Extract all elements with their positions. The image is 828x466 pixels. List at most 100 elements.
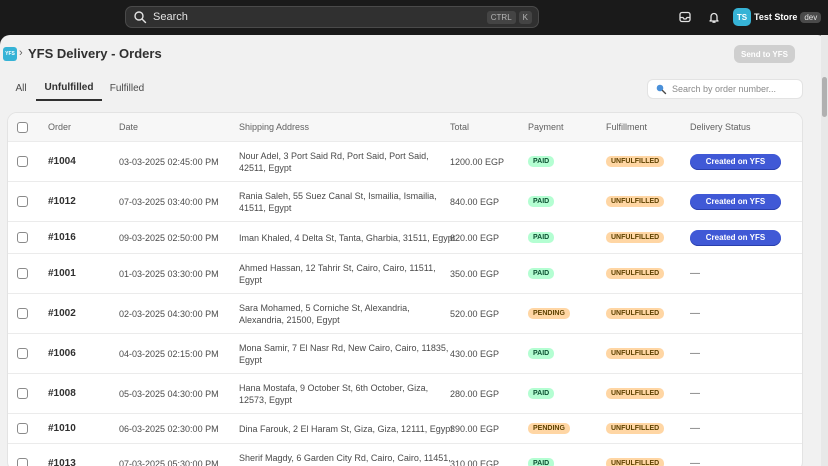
- table-row[interactable]: #1008 05-03-2025 04:30:00 PM Hana Mostaf…: [8, 374, 802, 414]
- yfs-app-icon[interactable]: YFS: [3, 47, 17, 61]
- shipping-address: Sherif Magdy, 6 Garden City Rd, Cairo, C…: [239, 452, 451, 466]
- order-total: 840.00 EGP: [450, 196, 500, 207]
- bell-icon[interactable]: [707, 10, 721, 24]
- row-checkbox[interactable]: [17, 182, 28, 221]
- table-row[interactable]: #1016 09-03-2025 02:50:00 PM Iman Khaled…: [8, 222, 802, 254]
- order-date: 03-03-2025 02:45:00 PM: [119, 156, 219, 167]
- search-icon: [133, 10, 147, 24]
- order-number[interactable]: #1013: [48, 458, 76, 466]
- payment-status-badge: PAID: [528, 268, 555, 279]
- row-checkbox[interactable]: [17, 294, 28, 333]
- order-number[interactable]: #1012: [48, 196, 76, 207]
- column-header-order[interactable]: Order: [48, 122, 72, 132]
- fulfillment-status-badge: UNFULFILLED: [606, 232, 665, 243]
- column-header-delivery-status[interactable]: Delivery Status: [690, 122, 751, 132]
- payment-status-badge: PENDING: [528, 308, 570, 319]
- created-on-yfs-button[interactable]: Created on YFS: [690, 229, 781, 246]
- order-date: 06-03-2025 02:30:00 PM: [119, 423, 219, 434]
- table-row[interactable]: #1001 01-03-2025 03:30:00 PM Ahmed Hassa…: [8, 254, 802, 294]
- table-row[interactable]: #1012 07-03-2025 03:40:00 PM Rania Saleh…: [8, 182, 802, 222]
- tab-fulfilled[interactable]: Fulfilled: [109, 82, 145, 94]
- table-row[interactable]: #1010 06-03-2025 02:30:00 PM Dina Farouk…: [8, 414, 802, 444]
- order-date: 07-03-2025 03:40:00 PM: [119, 196, 219, 207]
- order-date: 07-03-2025 05:30:00 PM: [119, 458, 219, 466]
- row-checkbox[interactable]: [17, 414, 28, 443]
- tab-unfulfilled[interactable]: Unfulfilled: [36, 75, 102, 101]
- column-header-total[interactable]: Total: [450, 122, 470, 132]
- orders-table: Order Date Shipping Address Total Paymen…: [7, 112, 803, 466]
- row-checkbox[interactable]: [17, 142, 28, 181]
- delivery-status-empty: —: [690, 308, 700, 319]
- fulfillment-status-badge: UNFULFILLED: [606, 268, 665, 279]
- delivery-status-empty: —: [690, 388, 700, 399]
- payment-status-badge: PAID: [528, 156, 555, 167]
- created-on-yfs-button[interactable]: Created on YFS: [690, 153, 781, 170]
- breadcrumb-chevron-icon: ›: [19, 47, 23, 59]
- row-checkbox[interactable]: [17, 334, 28, 373]
- fulfillment-status-badge: UNFULFILLED: [606, 458, 665, 466]
- shipping-address: Hana Mostafa, 9 October St, 6th October,…: [239, 382, 429, 405]
- column-header-payment[interactable]: Payment: [528, 122, 564, 132]
- shortcut-key-k: K: [518, 10, 532, 24]
- order-total: 280.00 EGP: [450, 388, 500, 399]
- store-env-badge: dev: [800, 11, 822, 23]
- delivery-status-empty: —: [690, 458, 700, 466]
- tab-all[interactable]: All: [15, 82, 27, 94]
- order-number[interactable]: #1010: [48, 423, 76, 434]
- fulfillment-status-badge: UNFULFILLED: [606, 308, 665, 319]
- fulfillment-status-badge: UNFULFILLED: [606, 196, 665, 207]
- shipping-address: Sara Mohamed, 5 Corniche St, Alexandria,…: [239, 302, 410, 325]
- order-number[interactable]: #1008: [48, 388, 76, 399]
- order-total: 430.00 EGP: [450, 348, 500, 359]
- store-switcher[interactable]: TS Test Store dev: [733, 8, 822, 26]
- shipping-address: Iman Khaled, 4 Delta St, Tanta, Gharbia,…: [239, 232, 456, 243]
- top-bar: Search CTRL K TS Test Store dev: [0, 0, 828, 35]
- row-checkbox[interactable]: [17, 254, 28, 293]
- fulfillment-status-badge: UNFULFILLED: [606, 348, 665, 359]
- inbox-icon[interactable]: [678, 10, 692, 24]
- payment-status-badge: PENDING: [528, 423, 570, 434]
- order-number[interactable]: #1002: [48, 308, 76, 319]
- order-number[interactable]: #1004: [48, 156, 76, 167]
- shortcut-key-ctrl: CTRL: [486, 10, 516, 24]
- row-checkbox[interactable]: [17, 374, 28, 413]
- table-header-row: Order Date Shipping Address Total Paymen…: [8, 113, 802, 142]
- page-scrollbar[interactable]: [821, 35, 828, 466]
- select-all-checkbox[interactable]: [17, 113, 28, 141]
- payment-status-badge: PAID: [528, 348, 555, 359]
- row-checkbox[interactable]: [17, 222, 28, 253]
- send-to-yfs-button[interactable]: Send to YFS: [734, 45, 795, 63]
- order-number[interactable]: #1016: [48, 232, 76, 243]
- shipping-address: Mona Samir, 7 El Nasr Rd, New Cairo, Cai…: [239, 342, 449, 365]
- order-search-field[interactable]: [647, 79, 803, 99]
- shipping-address: Dina Farouk, 2 El Haram St, Giza, Giza, …: [239, 423, 453, 434]
- store-avatar: TS: [733, 8, 751, 26]
- order-total: 350.00 EGP: [450, 268, 500, 279]
- order-number[interactable]: #1006: [48, 348, 76, 359]
- global-search-bar[interactable]: Search CTRL K: [125, 6, 539, 28]
- table-row[interactable]: #1013 07-03-2025 05:30:00 PM Sherif Magd…: [8, 444, 802, 466]
- row-checkbox[interactable]: [17, 444, 28, 466]
- shipping-address: Nour Adel, 3 Port Said Rd, Port Said, Po…: [239, 150, 429, 173]
- table-row[interactable]: #1002 02-03-2025 04:30:00 PM Sara Mohame…: [8, 294, 802, 334]
- order-date: 02-03-2025 04:30:00 PM: [119, 308, 219, 319]
- created-on-yfs-button[interactable]: Created on YFS: [690, 193, 781, 210]
- order-total: 390.00 EGP: [450, 423, 500, 434]
- column-header-fulfillment[interactable]: Fulfillment: [606, 122, 648, 132]
- payment-status-badge: PAID: [528, 232, 555, 243]
- order-total: 520.00 EGP: [450, 308, 500, 319]
- order-total: 310.00 EGP: [450, 458, 500, 466]
- table-row[interactable]: #1006 04-03-2025 02:15:00 PM Mona Samir,…: [8, 334, 802, 374]
- column-header-date[interactable]: Date: [119, 122, 139, 132]
- global-search-placeholder: Search: [153, 11, 188, 23]
- fulfillment-status-badge: UNFULFILLED: [606, 388, 665, 399]
- order-date: 09-03-2025 02:50:00 PM: [119, 232, 219, 243]
- delivery-status-empty: —: [690, 423, 700, 434]
- order-search-input[interactable]: [672, 84, 802, 94]
- search-icon: [655, 83, 667, 95]
- fulfillment-status-badge: UNFULFILLED: [606, 423, 665, 434]
- scrollbar-thumb[interactable]: [822, 77, 827, 117]
- table-row[interactable]: #1004 03-03-2025 02:45:00 PM Nour Adel, …: [8, 142, 802, 182]
- column-header-address[interactable]: Shipping Address: [239, 122, 310, 132]
- order-number[interactable]: #1001: [48, 268, 76, 279]
